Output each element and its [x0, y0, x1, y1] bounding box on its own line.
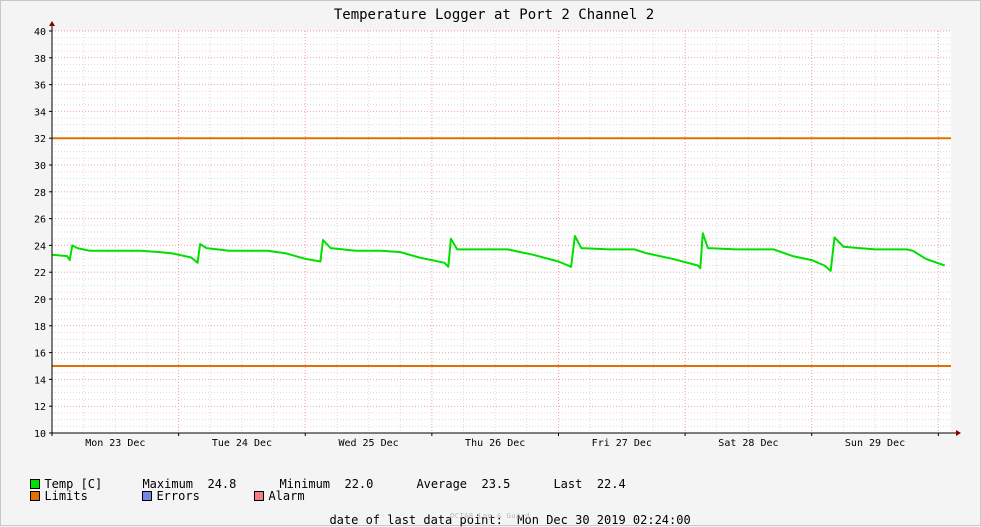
y-tick-label: 34	[34, 107, 46, 118]
legend-limits-label: Limits	[44, 489, 88, 503]
legend-temp: Temp [C]	[16, 463, 102, 491]
series-layer	[51, 232, 946, 272]
y-axis-arrow	[49, 21, 55, 26]
stat-minimum-label: Minimum	[279, 477, 331, 491]
y-tick-label: 18	[34, 322, 46, 333]
stat-last-label: Last	[553, 477, 583, 491]
y-tick-label: 32	[34, 134, 46, 145]
major-grid	[52, 30, 951, 433]
stat-maximum: Maximum 24.8	[128, 463, 236, 491]
stat-last: Last 22.4	[539, 463, 626, 491]
y-tick-label: 20	[34, 295, 46, 306]
stat-average: Average 23.5	[402, 463, 510, 491]
y-tick-labels: 10 12 14 16 18 20 22 24 26 28 30 32 34 36 38 40	[34, 27, 46, 440]
legend-alarm-label: Alarm	[268, 489, 305, 503]
last-data-point-label: date of last data point:	[329, 513, 503, 527]
y-tick-label: 26	[34, 215, 46, 226]
stat-minimum-value: 22.0	[344, 477, 374, 491]
y-tick-label: 14	[34, 375, 46, 386]
legend-swatch-alarm	[254, 490, 265, 501]
x-tick-label: Sun 29 Dec	[845, 438, 905, 449]
limit-lines	[52, 137, 951, 367]
stat-average-label: Average	[416, 477, 468, 491]
axes	[49, 21, 961, 436]
y-tick-label: 12	[34, 402, 46, 413]
y-tick-label: 16	[34, 349, 46, 360]
last-data-point: date of last data point: Mon Dec 30 2019…	[315, 499, 691, 527]
y-tick-label: 30	[34, 161, 46, 172]
last-data-point-value: Mon Dec 30 2019 02:24:00	[517, 513, 691, 527]
legend-temp-label: Temp [C]	[44, 477, 103, 491]
y-tick-label: 40	[34, 27, 46, 38]
x-tick-label: Thu 26 Dec	[465, 438, 525, 449]
x-tick-label: Fri 27 Dec	[592, 438, 652, 449]
minor-grid	[52, 31, 951, 433]
plot-area	[52, 31, 951, 433]
brand-watermark: OCTA8 Log & Guard	[450, 512, 531, 520]
x-axis-arrow	[956, 430, 961, 436]
legend-alarm: Alarm	[240, 475, 305, 503]
y-tick-label: 10	[34, 429, 46, 440]
y-tick-label: 36	[34, 81, 46, 92]
x-tick-label: Tue 24 Dec	[212, 438, 272, 449]
legend-errors: Errors	[128, 475, 200, 503]
legend-swatch-temp	[30, 478, 41, 489]
legend-limits: Limits	[16, 475, 88, 503]
y-tick-label: 22	[34, 268, 46, 279]
x-tick-labels: Mon 23 Dec Tue 24 Dec Wed 25 Dec Thu 26 Dec…	[85, 438, 905, 449]
y-tick-label: 38	[34, 54, 46, 65]
stat-average-value: 23.5	[481, 477, 511, 491]
series-line-temp	[51, 232, 946, 272]
legend-swatch-limits	[30, 490, 41, 501]
x-tick-label: Sat 28 Dec	[718, 438, 778, 449]
y-tick-label: 24	[34, 241, 46, 252]
stat-maximum-value: 24.8	[207, 477, 237, 491]
x-tick-label: Wed 25 Dec	[338, 438, 398, 449]
x-tick-label: Mon 23 Dec	[85, 438, 145, 449]
y-tick-label: 28	[34, 188, 46, 199]
chart-title: Temperature Logger at Port 2 Channel 2	[334, 7, 654, 23]
legend-errors-label: Errors	[156, 489, 200, 503]
stat-minimum: Minimum 22.0	[265, 463, 373, 491]
legend-swatch-errors	[142, 490, 153, 501]
stat-last-value: 22.4	[596, 477, 626, 491]
stat-maximum-label: Maximum	[142, 477, 194, 491]
